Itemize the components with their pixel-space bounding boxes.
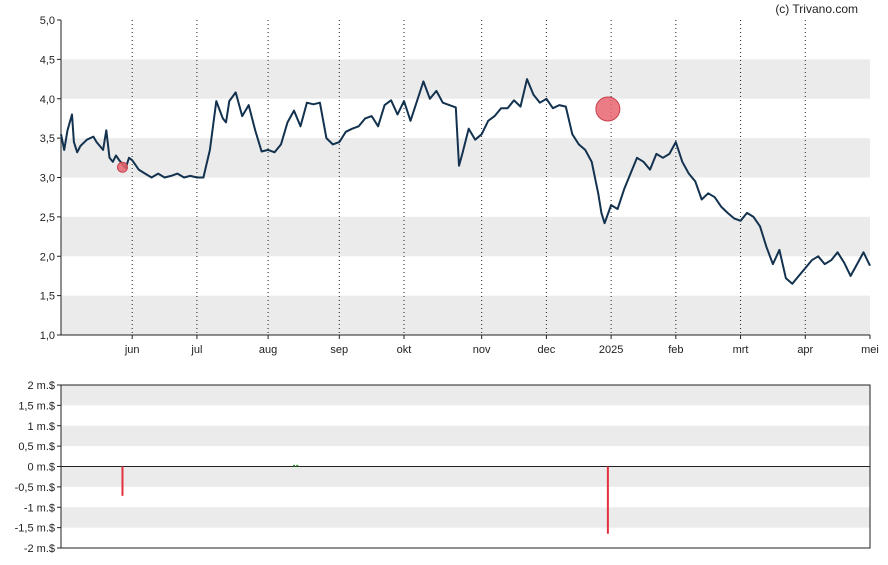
y-tick-label: -2 m.$ (24, 543, 55, 555)
y-tick-label: -0,5 m.$ (15, 482, 55, 494)
x-tick-label: dec (538, 344, 556, 356)
y-tick-label: 3,5 (40, 133, 55, 145)
y-tick-label: 2 m.$ (27, 380, 55, 392)
y-tick-label: 2,5 (40, 212, 55, 224)
y-tick-label: 1,5 (40, 291, 55, 303)
x-tick-label: okt (397, 344, 412, 356)
y-tick-label: 1,0 (40, 330, 55, 342)
x-tick-label: feb (668, 344, 683, 356)
y-tick-label: 3,0 (40, 173, 55, 185)
volume-band (61, 507, 870, 528)
volume-band (61, 425, 870, 447)
y-tick-label: 1,5 m.$ (18, 400, 55, 412)
y-tick-label: 0,5 m.$ (18, 441, 55, 453)
event-marker (116, 161, 128, 173)
price-band (61, 216, 870, 257)
x-tick-label: mrt (733, 344, 749, 356)
price-band (61, 295, 870, 335)
y-tick-label: -1 m.$ (24, 502, 55, 514)
copyright-label: (c) Trivano.com (775, 2, 858, 16)
price-band (61, 59, 870, 99)
x-tick-label: nov (473, 344, 491, 356)
y-tick-label: 0 m.$ (27, 462, 55, 474)
price-line (60, 78, 871, 285)
x-tick-label: 2025 (599, 344, 623, 356)
y-tick-label: -1,5 m.$ (15, 523, 55, 535)
event-marker (595, 96, 621, 122)
x-tick-label: jul (190, 344, 202, 356)
y-tick-label: 5,0 (40, 15, 55, 27)
x-tick-label: apr (797, 344, 813, 356)
x-tick-label: aug (259, 344, 277, 356)
y-tick-label: 4,0 (40, 94, 55, 106)
x-tick-label: sep (330, 344, 348, 356)
y-tick-label: 1 m.$ (27, 421, 55, 433)
volume-band (61, 466, 870, 487)
volume-band (61, 385, 870, 406)
y-tick-label: 4,5 (40, 54, 55, 66)
y-tick-label: 2,0 (40, 251, 55, 263)
x-tick-label: mei (861, 344, 879, 356)
x-tick-label: jun (124, 344, 140, 356)
